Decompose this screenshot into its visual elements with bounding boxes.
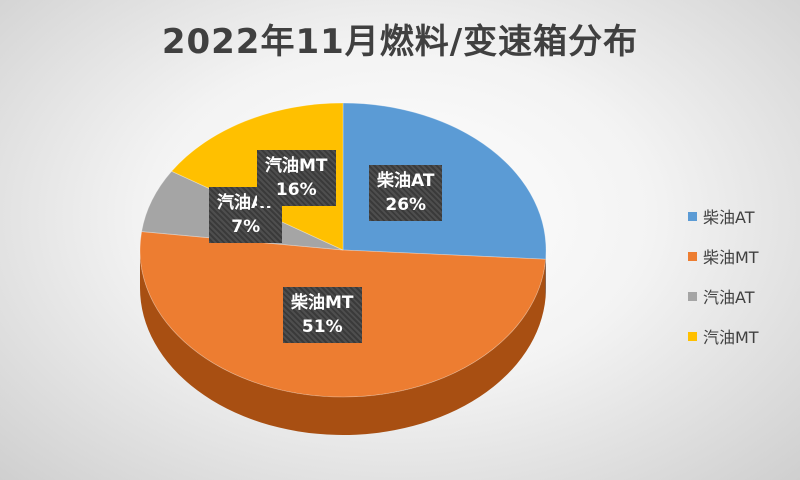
pie-side-diesel-mt xyxy=(140,250,546,435)
legend-swatch-petrol-mt xyxy=(688,331,697,341)
legend-item-diesel-at: 柴油AT xyxy=(688,206,759,227)
data-label-diesel-mt-value: 51% xyxy=(301,317,343,337)
data-label-diesel-at: 柴油AT 26% xyxy=(369,165,443,221)
pie-tops xyxy=(139,102,547,398)
legend: 柴油AT 柴油MT 汽油AT 汽油MT xyxy=(688,206,759,366)
legend-swatch-diesel-at xyxy=(688,211,697,221)
legend-item-diesel-mt: 柴油MT xyxy=(688,246,759,267)
chart-title: 2022年11月燃料/变速箱分布 xyxy=(161,22,639,62)
legend-label-petrol-at: 汽油AT xyxy=(703,288,755,307)
legend-label-diesel-at: 柴油AT xyxy=(703,208,755,227)
legend-label-petrol-mt: 汽油MT xyxy=(703,328,759,347)
data-label-petrol-mt: 汽油MT 16% xyxy=(257,150,336,206)
legend-item-petrol-mt: 汽油MT xyxy=(688,326,759,347)
data-label-petrol-mt-value: 16% xyxy=(275,180,317,200)
data-label-diesel-at-category: 柴油AT xyxy=(377,171,435,191)
legend-swatch-diesel-mt xyxy=(688,251,697,261)
legend-label-diesel-mt: 柴油MT xyxy=(703,248,759,267)
data-label-petrol-at-value: 7% xyxy=(231,217,261,237)
data-label-petrol-mt-category: 汽油MT xyxy=(265,156,328,176)
data-label-diesel-mt: 柴油MT 51% xyxy=(283,287,362,343)
pie-sides xyxy=(140,250,546,435)
legend-item-petrol-at: 汽油AT xyxy=(688,286,759,307)
legend-swatch-petrol-at xyxy=(688,291,697,301)
data-label-diesel-mt-category: 柴油MT xyxy=(291,293,354,313)
data-label-diesel-at-value: 26% xyxy=(385,195,427,215)
